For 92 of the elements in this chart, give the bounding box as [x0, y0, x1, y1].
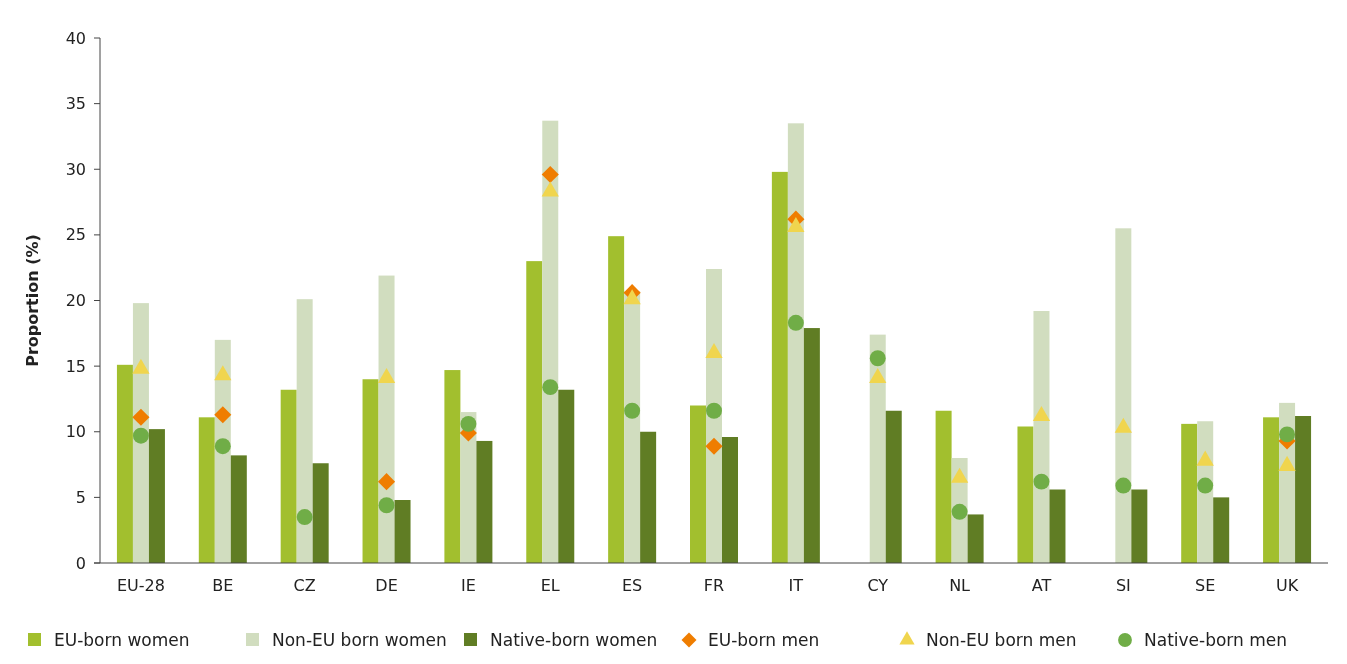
bar	[803, 328, 820, 563]
bar	[722, 437, 738, 563]
legend-label: Native-born women	[490, 630, 658, 650]
point	[378, 497, 395, 514]
point	[1033, 473, 1050, 490]
point	[1197, 477, 1214, 494]
point	[541, 165, 559, 184]
point	[132, 427, 149, 444]
x-tick-label: SE	[1195, 576, 1216, 595]
bar	[640, 431, 657, 563]
y-tick-label: 25	[65, 225, 86, 245]
y-axis-title: Proportion (%)	[23, 234, 42, 367]
bar	[869, 334, 886, 563]
x-tick-label: FR	[703, 576, 725, 595]
bar	[1295, 416, 1312, 563]
bar	[935, 410, 952, 563]
point	[951, 503, 968, 520]
x-tick-label: ES	[622, 576, 643, 595]
x-tick-label: UK	[1275, 576, 1299, 595]
x-tick-label: IE	[460, 576, 476, 595]
bar	[885, 410, 902, 563]
y-tick-label: 30	[65, 159, 86, 179]
bar	[542, 120, 559, 563]
x-tick-label: EL	[540, 576, 560, 595]
bar	[444, 370, 461, 563]
legend-label: Non-EU born men	[926, 630, 1077, 650]
y-tick-label: 10	[65, 422, 86, 442]
x-tick-label: DE	[375, 576, 398, 595]
point	[214, 365, 232, 381]
bar	[1017, 426, 1034, 563]
point	[1279, 426, 1296, 443]
point	[623, 289, 641, 305]
x-tick-label: CZ	[293, 576, 316, 595]
bar	[1115, 228, 1132, 563]
bar	[1131, 489, 1148, 563]
x-tick-label: BE	[212, 576, 234, 595]
point	[787, 314, 804, 331]
legend-label: Native-born men	[1144, 630, 1288, 650]
point	[1115, 477, 1132, 494]
bar	[608, 236, 625, 563]
bar	[198, 417, 215, 563]
x-tick-label: IT	[788, 576, 804, 595]
bar	[296, 299, 313, 563]
point	[460, 415, 477, 432]
bar	[476, 440, 493, 563]
bar	[771, 171, 788, 563]
bar	[690, 405, 706, 563]
x-tick-label: AT	[1031, 576, 1052, 595]
bar	[526, 261, 543, 563]
y-tick-label: 5	[75, 487, 86, 507]
point	[705, 343, 723, 358]
bar	[1263, 417, 1280, 563]
bar	[280, 389, 297, 563]
y-tick-label: 15	[65, 356, 86, 376]
y-tick-label: 40	[65, 28, 86, 48]
y-tick-label: 35	[65, 94, 86, 114]
point	[132, 408, 150, 426]
bar	[787, 123, 804, 563]
bar	[394, 500, 411, 563]
bar	[967, 514, 984, 563]
bar	[1033, 311, 1050, 563]
point	[706, 402, 722, 419]
legend-label: Non-EU born women	[272, 630, 447, 650]
point	[787, 217, 805, 232]
legend-label: EU-born men	[708, 630, 820, 650]
bar	[1049, 489, 1066, 563]
bar	[624, 291, 641, 563]
y-tick-label: 0	[75, 553, 86, 573]
point	[869, 350, 886, 367]
point	[214, 438, 231, 455]
x-tick-label: CY	[867, 576, 889, 595]
y-tick-label: 20	[65, 291, 86, 311]
bar	[1213, 497, 1230, 563]
point	[705, 437, 723, 455]
x-tick-label: NL	[949, 576, 971, 595]
bar	[312, 463, 329, 563]
bar	[148, 429, 165, 563]
point	[624, 402, 641, 419]
x-tick-label: SI	[1115, 576, 1131, 595]
bar	[116, 364, 133, 563]
x-tick-label: EU-28	[116, 576, 165, 595]
point	[542, 379, 559, 396]
bar	[1181, 423, 1198, 563]
bar	[706, 269, 722, 563]
point	[214, 406, 232, 424]
point	[541, 181, 559, 197]
point	[296, 509, 313, 526]
point	[377, 473, 396, 491]
legend-label: EU-born women	[54, 630, 190, 650]
bar	[558, 389, 575, 563]
bar	[230, 455, 247, 563]
bar	[362, 379, 379, 563]
